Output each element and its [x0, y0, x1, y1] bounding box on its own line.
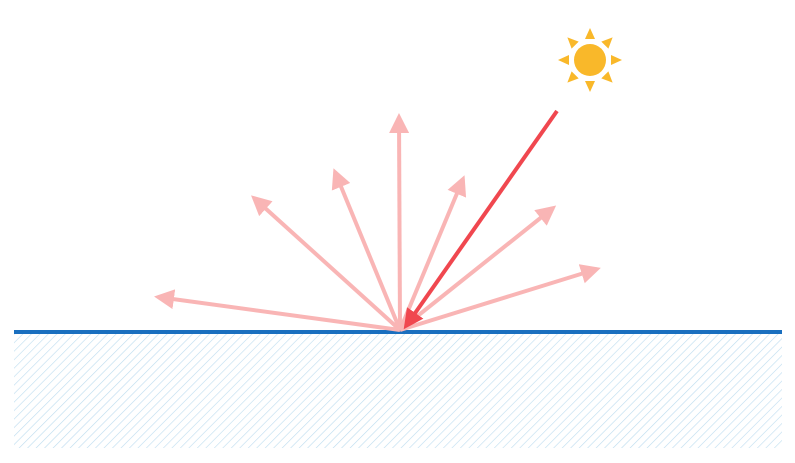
reflected-ray	[399, 264, 601, 332]
reflected-ray	[398, 175, 467, 331]
sun-ray	[567, 37, 579, 49]
reflected-ray	[154, 289, 401, 332]
sun-ray	[601, 37, 613, 49]
reflected-ray	[331, 168, 402, 331]
sun-ray	[585, 81, 595, 92]
reflected-ray	[251, 195, 402, 332]
sun-ray	[601, 71, 613, 83]
reflected-ray	[398, 205, 557, 332]
sun-ray	[558, 55, 569, 65]
incident-ray	[403, 109, 559, 330]
sun-ray	[585, 28, 595, 39]
reflected-rays	[154, 113, 601, 332]
sun-disc	[574, 44, 606, 76]
sun	[558, 28, 622, 92]
reflected-ray	[389, 113, 410, 331]
sun-ray	[611, 55, 622, 65]
ground	[14, 334, 782, 448]
sun-ray	[567, 71, 579, 83]
